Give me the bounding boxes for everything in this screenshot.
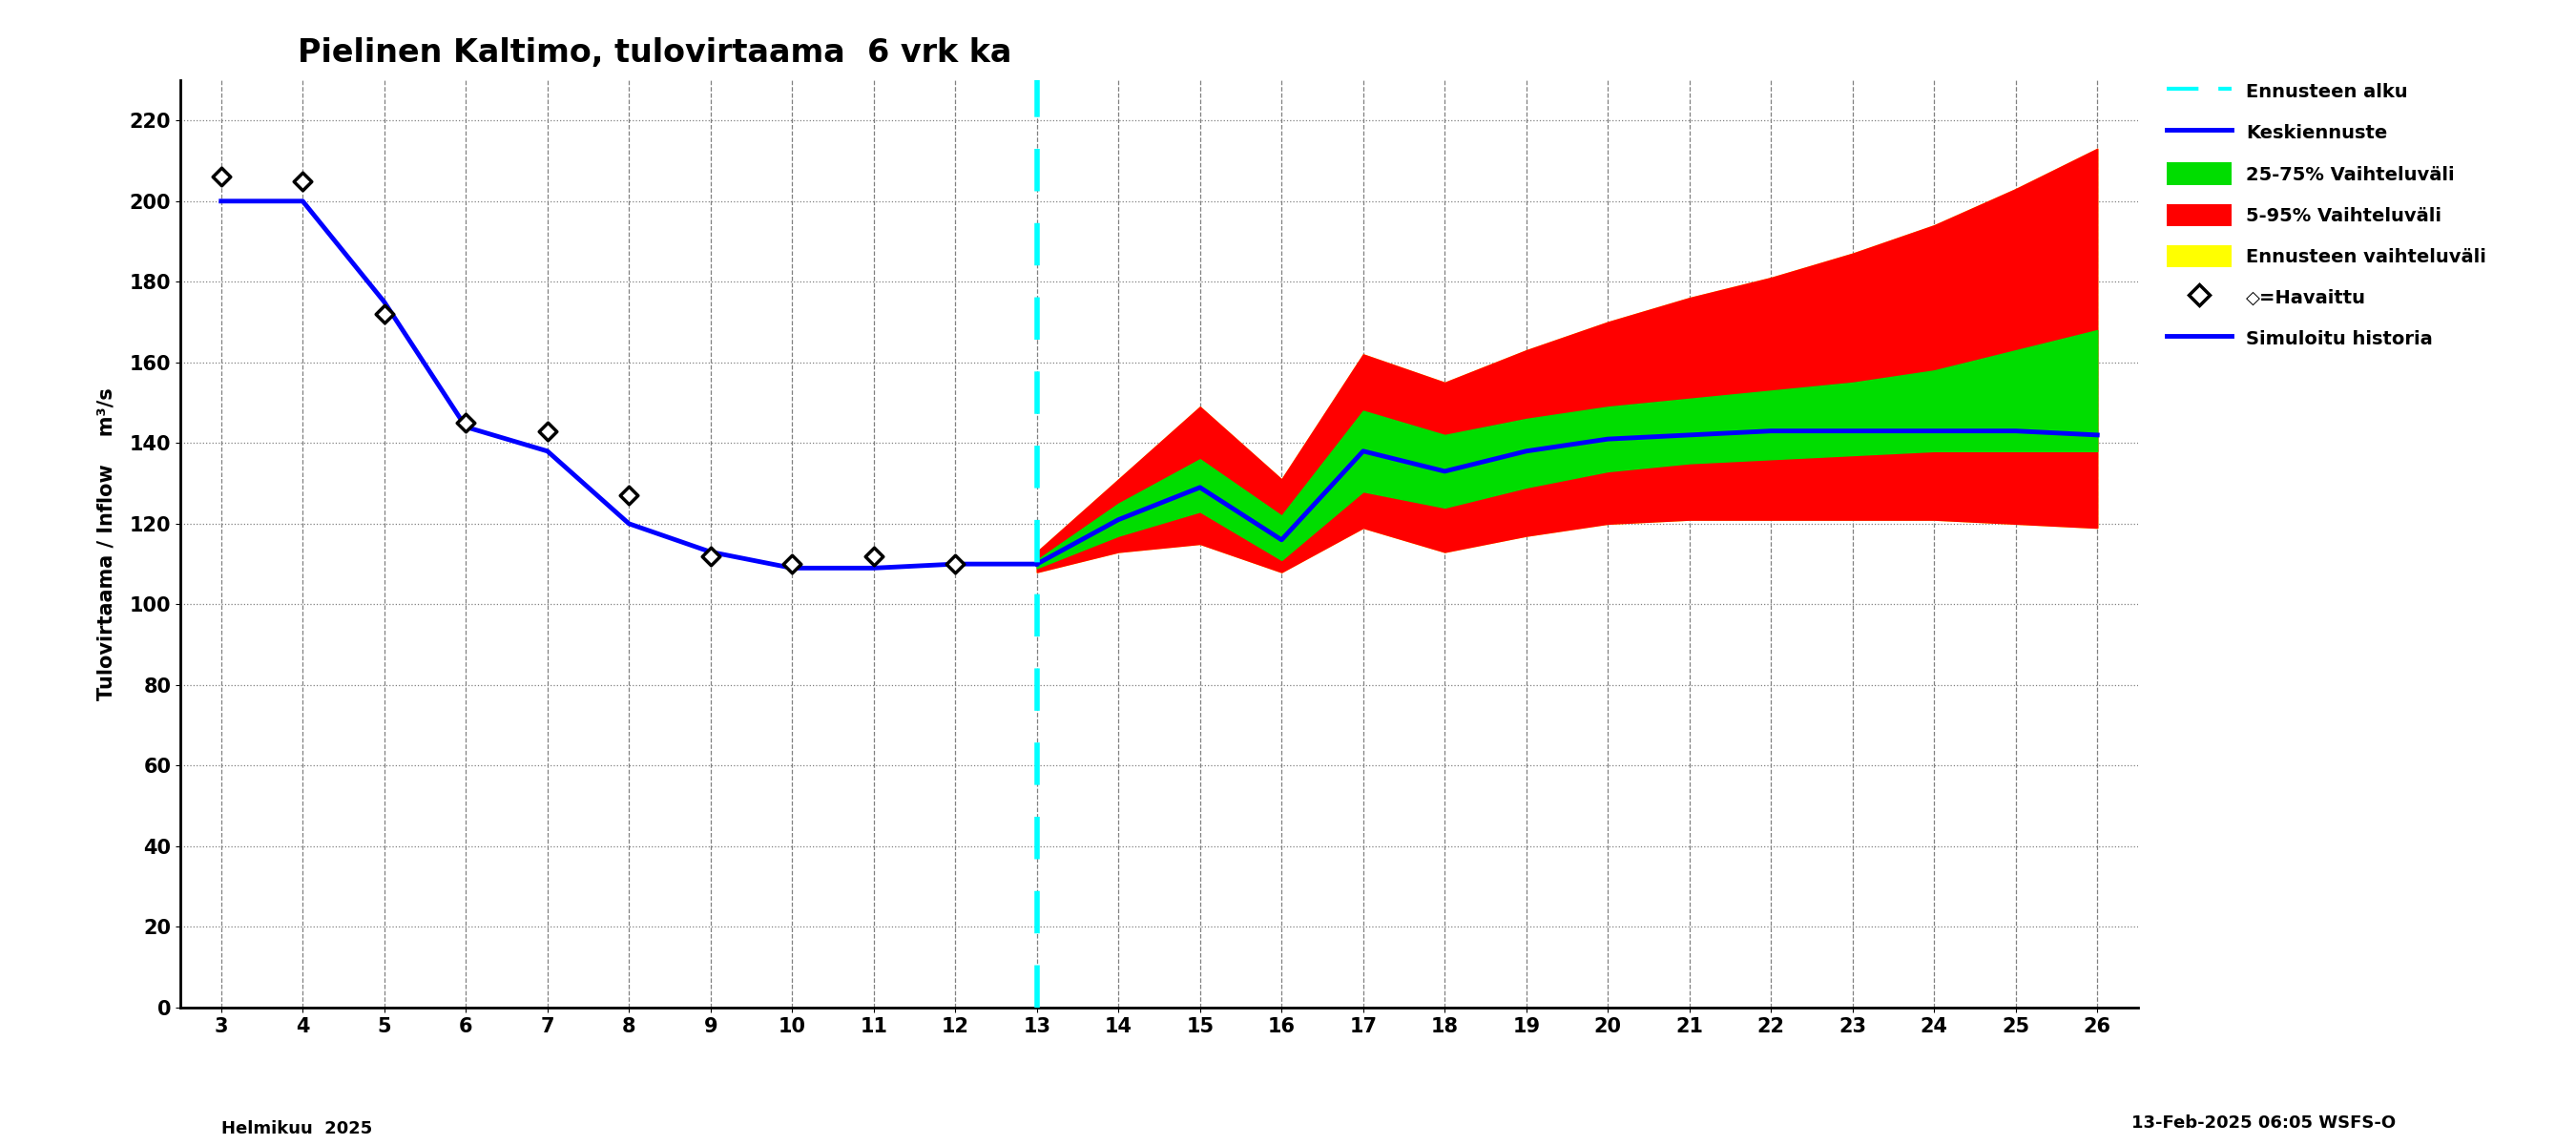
Point [446,413,487,432]
Point [935,555,976,574]
Legend: Ennusteen alku, Keskiennuste, 25-75% Vaihteluväli, 5-95% Vaihteluväli, Ennusteen: Ennusteen alku, Keskiennuste, 25-75% Vai… [2156,71,2496,360]
Point [773,555,814,574]
Point [283,172,325,190]
Y-axis label: Tulovirtaama / Inflow    m³/s: Tulovirtaama / Inflow m³/s [98,387,116,701]
Point [201,168,242,187]
Point [853,547,894,566]
Text: Helmikuu  2025: Helmikuu 2025 [222,1121,371,1138]
Point [690,547,732,566]
Point [363,305,404,323]
Point [526,421,567,440]
Point [608,487,649,505]
Text: 13-Feb-2025 06:05 WSFS-O: 13-Feb-2025 06:05 WSFS-O [2130,1114,2396,1131]
Text: Pielinen Kaltimo, tulovirtaama  6 vrk ka: Pielinen Kaltimo, tulovirtaama 6 vrk ka [299,37,1012,69]
